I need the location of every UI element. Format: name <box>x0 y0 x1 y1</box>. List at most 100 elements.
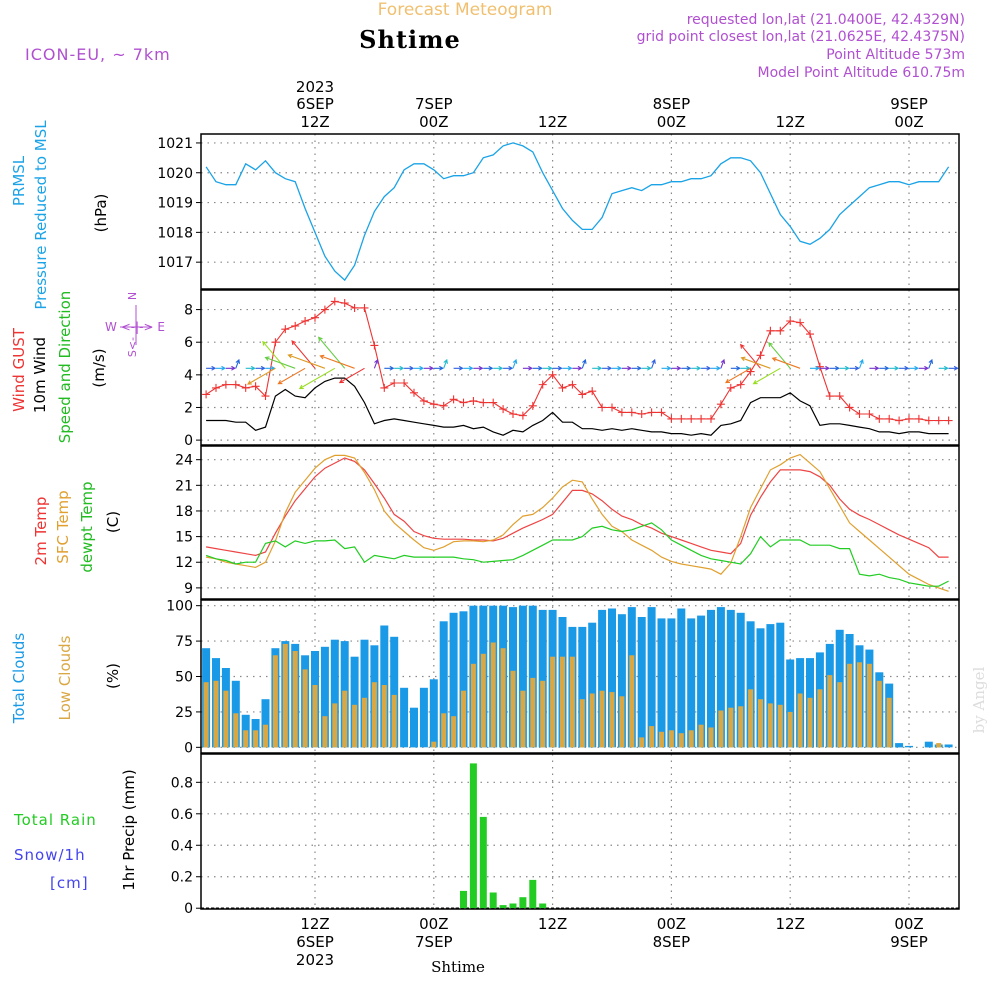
low-cloud-bar <box>302 669 308 748</box>
total-cloud-bar <box>756 628 765 748</box>
wind-direction-arrow <box>641 365 652 371</box>
gust-marker <box>350 303 359 312</box>
total-cloud-bar <box>924 741 933 748</box>
gust-marker <box>202 390 211 399</box>
wind-direction-arrow <box>245 365 256 371</box>
y-tick-label: 0.2 <box>171 870 193 886</box>
low-cloud-bar <box>540 680 546 748</box>
panel1-unit: (hPa) <box>92 194 110 233</box>
wind-direction-arrow <box>433 365 444 371</box>
gust-marker <box>380 383 389 392</box>
gust-marker <box>548 370 557 379</box>
wind-direction-arrow <box>262 340 286 369</box>
panel-frame-2 <box>200 289 960 446</box>
gust-marker <box>806 330 814 339</box>
panel1-label-a: PRMSL <box>10 155 28 206</box>
low-cloud-bar <box>857 662 862 748</box>
low-cloud-bar <box>787 711 793 748</box>
low-cloud-bar <box>599 690 605 748</box>
gust-marker <box>449 395 458 404</box>
wind-line <box>206 377 949 436</box>
y-tick-label: 2 <box>184 400 193 416</box>
low-cloud-bar <box>827 675 833 748</box>
wind-direction-arrow <box>928 358 934 369</box>
bottom-axis-hour: 00Z <box>894 915 923 933</box>
total-cloud-bar <box>657 618 666 748</box>
y-tick-label: 0.4 <box>171 838 193 854</box>
y-tick-label: 15 <box>175 530 193 546</box>
panel4-unit: (%) <box>104 663 122 689</box>
wind-direction-arrow <box>849 365 860 371</box>
gust-marker <box>231 380 240 389</box>
low-cloud-bar <box>708 727 714 748</box>
low-cloud-bar <box>659 731 664 748</box>
wind-direction-arrow <box>532 365 543 371</box>
top-axis-year: 2023 <box>296 78 334 96</box>
bottom-station: Shtime <box>431 958 485 976</box>
gust-marker <box>212 383 220 392</box>
total-cloud-bar <box>588 622 597 748</box>
gust-marker <box>221 380 230 389</box>
low-cloud-bar <box>322 716 328 748</box>
panel5-unit: 1hr Precip (mm) <box>120 769 138 890</box>
gust-marker <box>855 410 864 418</box>
gust-marker <box>865 410 874 418</box>
wind-direction-arrow <box>592 365 603 371</box>
gust-marker <box>400 379 409 387</box>
total-cloud-bar <box>390 636 399 748</box>
total-cloud-bar <box>786 659 795 748</box>
wind-direction-arrow <box>493 365 504 371</box>
low-cloud-bar <box>550 656 556 748</box>
low-cloud-bar <box>352 704 358 748</box>
panel1-label-b: Pressure Reduced to MSL <box>32 120 50 310</box>
gust-marker <box>588 387 597 396</box>
y-tick-label: 21 <box>175 478 193 494</box>
y-tick-label: 6 <box>184 335 193 351</box>
y-tick-label: 1021 <box>157 136 193 152</box>
total-cloud-bar <box>400 687 409 748</box>
y-tick-label: 50 <box>175 670 193 686</box>
panel3-unit: (C) <box>104 511 122 533</box>
wind-direction-arrow <box>602 365 613 371</box>
station-name: Shtime <box>359 25 461 54</box>
bottom-axis-hour: 12Z <box>538 915 567 933</box>
y-tick-label: 4 <box>184 368 193 384</box>
wind-direction-arrow <box>621 365 633 371</box>
gust-marker <box>835 392 844 401</box>
low-cloud-bar <box>688 730 694 748</box>
total-cloud-bar <box>746 621 755 748</box>
gust-marker <box>776 326 785 335</box>
top-axis-hour: 12Z <box>300 113 329 131</box>
low-cloud-bar <box>510 670 516 748</box>
bottom-axis-date: 8SEP <box>653 933 691 951</box>
wind-direction-arrow <box>752 367 781 385</box>
low-cloud-bar <box>629 655 635 748</box>
total-cloud-bar <box>320 646 329 748</box>
gust-marker <box>608 403 616 412</box>
total-cloud-bar <box>905 745 913 748</box>
low-cloud-bar <box>797 693 803 748</box>
panel-frame-5 <box>200 753 960 910</box>
y-tick-label: 12 <box>175 555 193 571</box>
wind-direction-arrow <box>739 343 761 369</box>
gust-marker <box>766 326 775 335</box>
wind-direction-arrow <box>810 365 821 371</box>
gust-marker <box>459 398 468 407</box>
wind-direction-arrow <box>899 365 910 371</box>
temp-sfc-line <box>205 453 949 592</box>
wind-direction-arrow <box>909 365 920 371</box>
precip-bar <box>539 903 547 909</box>
wind-direction-arrow <box>277 367 306 385</box>
point-altitude: Point Altitude 573m <box>826 47 965 63</box>
y-tick-label: 0.8 <box>171 775 193 791</box>
low-cloud-bar <box>758 699 763 748</box>
precip-bar <box>499 905 507 909</box>
low-cloud-bar <box>639 737 645 748</box>
top-axis-hour: 12Z <box>776 113 805 131</box>
low-cloud-bar <box>807 697 813 748</box>
panel2-label-b: 10m Wind <box>31 337 49 413</box>
total-cloud-bar <box>439 621 448 748</box>
wind-direction-arrow <box>264 356 296 369</box>
total-cloud-bar <box>697 615 706 748</box>
panel-5: 0 0.2 0.4 0.6 0.8 <box>171 754 959 917</box>
